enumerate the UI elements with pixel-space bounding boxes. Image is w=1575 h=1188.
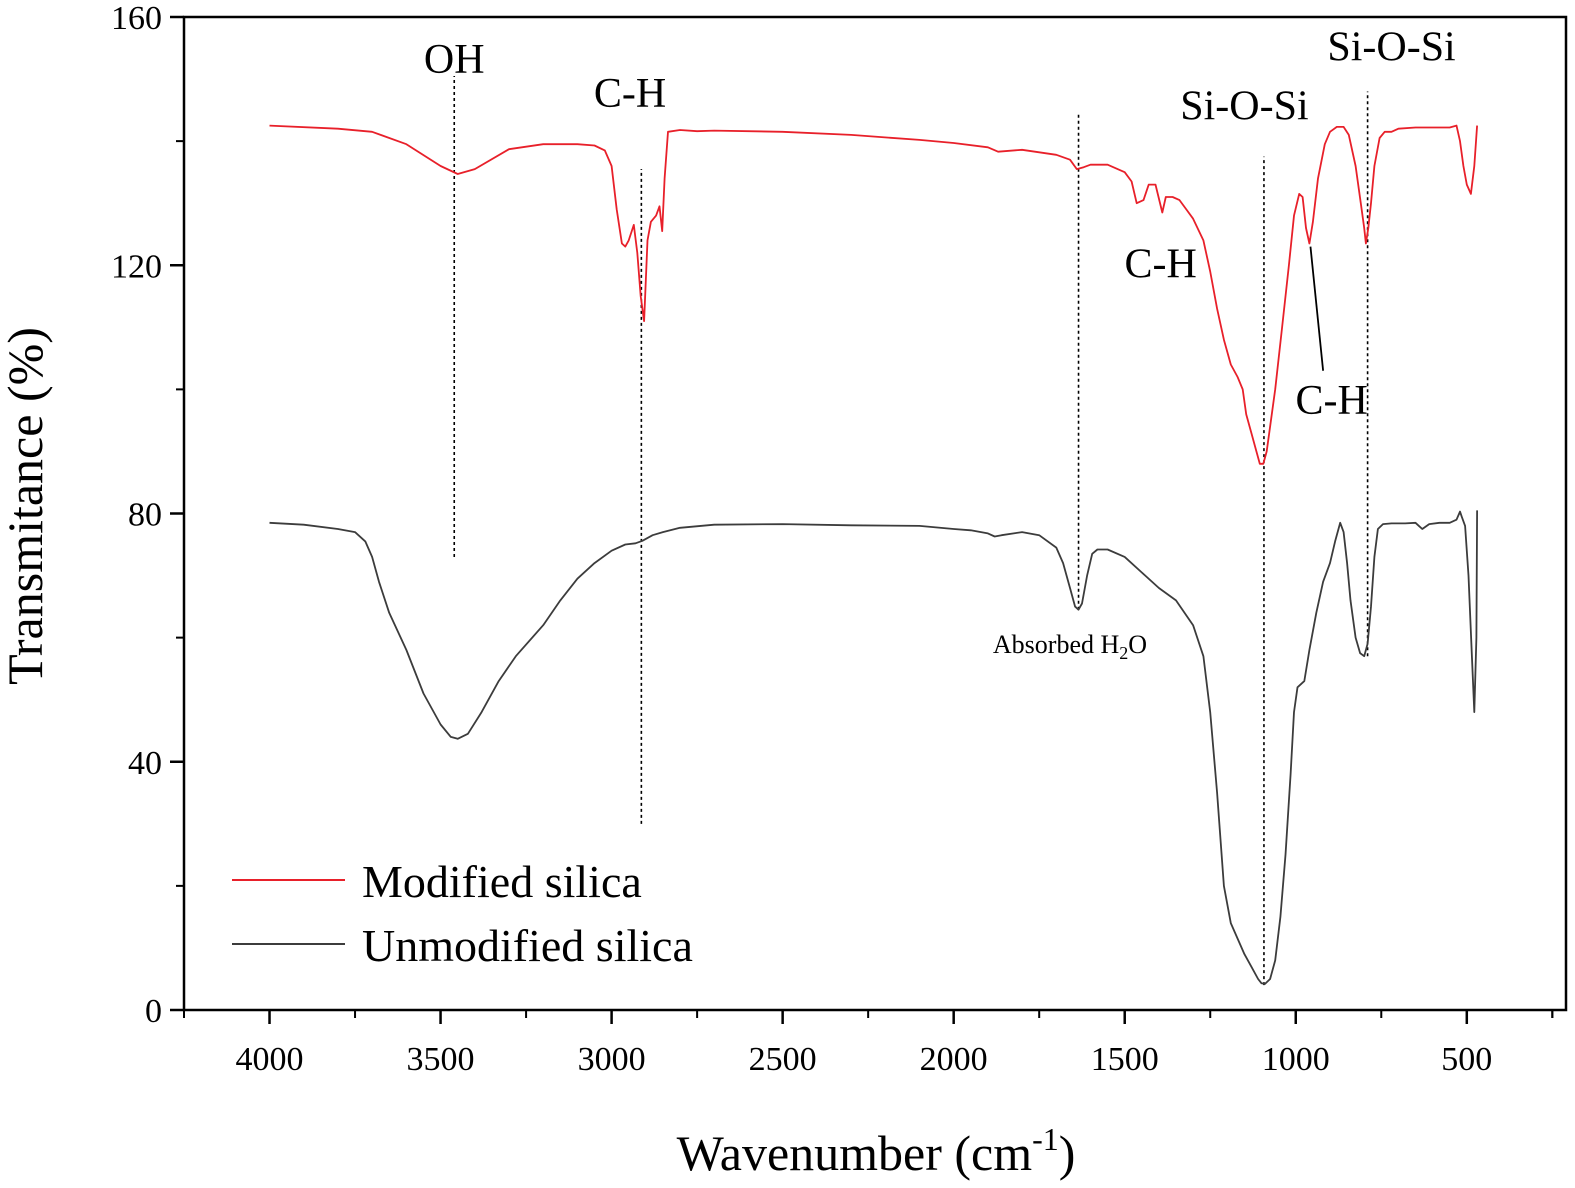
x-axis-title-close: ) — [1059, 1125, 1076, 1181]
series-line-modified — [269, 124, 1478, 465]
y-tick-label: 80 — [128, 497, 162, 534]
y-tick-label: 0 — [145, 993, 162, 1030]
x-tick-label: 2000 — [920, 1041, 988, 1078]
y-tick-label: 160 — [111, 0, 162, 37]
y-axis-title: Transmitance (%) — [0, 327, 53, 685]
x-axis-title: Wavenumber (cm-1) — [677, 1121, 1076, 1181]
legend-label-unmodified: Unmodified silica — [362, 920, 693, 971]
peak-annotation: OH — [424, 37, 485, 83]
absorbed-water-label: Absorbed H2O — [993, 630, 1147, 663]
x-tick-label: 1500 — [1091, 1041, 1159, 1078]
x-axis-title-sup: -1 — [1032, 1121, 1059, 1157]
x-tick-label: 3500 — [407, 1041, 475, 1078]
absorbed-water-end: O — [1128, 630, 1147, 659]
x-tick-label: 1000 — [1262, 1041, 1330, 1078]
x-tick-label: 3000 — [578, 1041, 646, 1078]
peak-annotation: C-H — [594, 71, 666, 117]
legend-label-modified: Modified silica — [362, 856, 642, 907]
annotations: OH C-H C-H Si-O-Si C-H Si-O-Si — [424, 24, 1456, 424]
x-tick-label: 2500 — [749, 1041, 817, 1078]
x-tick-label: 4000 — [236, 1041, 304, 1078]
series-line-unmodified — [269, 510, 1478, 985]
y-tick-label: 40 — [128, 745, 162, 782]
x-tick-label: 500 — [1441, 1041, 1492, 1078]
peak-annotation: C-H — [1124, 242, 1196, 288]
peak-annotation: Si-O-Si — [1180, 83, 1308, 129]
ticks: 4000 3500 3000 2500 2000 1500 1000 500 0 40 80 120 1… — [111, 0, 1554, 1078]
peak-annotation: Si-O-Si — [1327, 24, 1455, 70]
annotation-leader-line — [1309, 246, 1325, 371]
y-tick-label: 120 — [111, 248, 162, 285]
absorbed-water-main: Absorbed H — [993, 630, 1120, 659]
peak-annotation: C-H — [1296, 378, 1368, 424]
absorbed-water-sub: 2 — [1119, 643, 1128, 663]
x-axis-title-main: Wavenumber (cm — [677, 1125, 1033, 1181]
series-lines — [269, 124, 1478, 985]
guide-lines — [453, 75, 1369, 986]
legend: Modified silica Unmodified silica — [232, 856, 693, 971]
